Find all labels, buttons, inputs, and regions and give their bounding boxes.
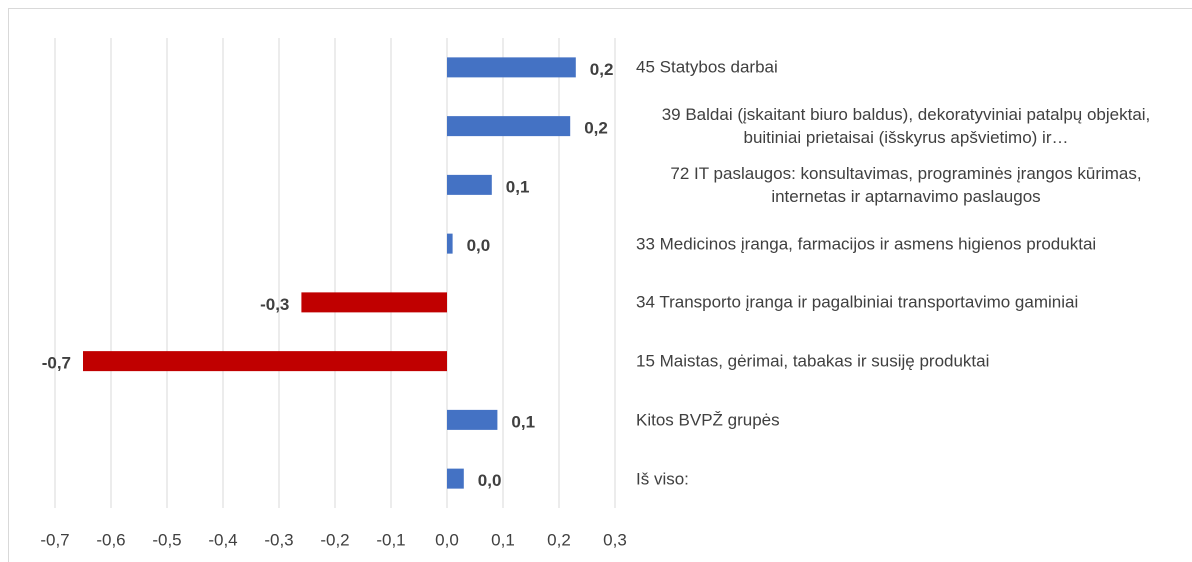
x-tick-label: -0,6 — [96, 530, 125, 549]
data-label: 0,1 — [506, 177, 530, 196]
x-tick-label: -0,5 — [152, 530, 181, 549]
data-label: 0,0 — [467, 236, 491, 255]
category-label: 34 Transporto įranga ir pagalbiniai tran… — [636, 292, 1079, 312]
data-label: 0,0 — [478, 471, 502, 490]
x-tick-label: -0,4 — [208, 530, 237, 549]
bar — [447, 57, 576, 78]
bar — [447, 233, 453, 254]
bar — [447, 116, 571, 137]
x-tick-label: -0,1 — [376, 530, 405, 549]
data-label: 0,2 — [590, 60, 614, 79]
x-tick-label: 0,3 — [603, 530, 627, 549]
bar — [447, 468, 464, 489]
category-label: 72 IT paslaugos: konsultavimas, programi… — [670, 163, 1142, 206]
x-tick-label: 0,1 — [491, 530, 515, 549]
bar — [447, 174, 492, 195]
frame — [8, 8, 1192, 562]
x-tick-label: -0,7 — [40, 530, 69, 549]
bar — [447, 409, 498, 430]
x-tick-label: -0,2 — [320, 530, 349, 549]
x-tick-label: -0,3 — [264, 530, 293, 549]
category-label: 15 Maistas, gėrimai, tabakas ir susiję p… — [636, 351, 990, 371]
data-label: -0,7 — [42, 354, 71, 373]
category-label: 45 Statybos darbai — [636, 57, 778, 77]
category-label: Kitos BVPŽ grupės — [636, 410, 780, 430]
data-label: 0,1 — [511, 412, 535, 431]
category-label: Iš viso: — [636, 469, 689, 489]
bar — [301, 292, 447, 313]
bar — [83, 351, 447, 372]
data-label: 0,2 — [584, 119, 608, 138]
category-label: 33 Medicinos įranga, farmacijos ir asmen… — [636, 234, 1097, 254]
category-label: 39 Baldai (įskaitant biuro baldus), deko… — [661, 105, 1151, 148]
data-label: -0,3 — [260, 295, 289, 314]
x-tick-label: 0,0 — [435, 530, 459, 549]
x-tick-label: 0,2 — [547, 530, 571, 549]
